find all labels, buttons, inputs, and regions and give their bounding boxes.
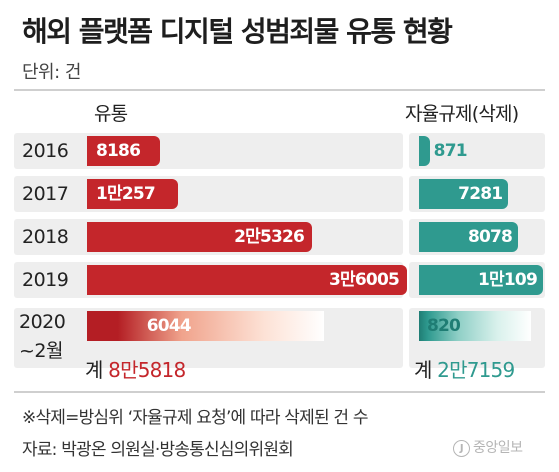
footnote: ※삭제=방심위 ‘자율규제 요청’에 따라 삭제된 건 수 [22,408,368,428]
distribution-total: 계 8만5818 [85,354,186,383]
top-divider [14,89,545,91]
year-label: 2016 [22,140,69,162]
distribution-total-value: 8만5818 [108,358,186,382]
row-background [14,133,403,169]
distribution-bar-label: 3만6005 [329,270,400,290]
distribution-total-prefix: 계 [85,358,103,382]
publisher-logo: J 중앙일보 [453,437,523,457]
distribution-bar [87,265,407,295]
unit-label: 단위: 건 [22,62,81,83]
series-header-deletion: 자율규제(삭제) [405,103,519,125]
year-label-sub: ~2월 [19,340,64,362]
publisher-logo-icon: J [453,439,470,457]
deletion-total: 계 2만7159 [414,354,515,383]
deletion-bar-label: 8078 [467,227,513,247]
source-credit: 자료: 박광온 의원실·방송통신심의위원회 [22,440,294,460]
distribution-bar [87,136,160,166]
distribution-bar [87,311,324,341]
series-header-distribution: 유통 [94,103,128,125]
bottom-divider [14,391,545,393]
chart-title: 해외 플랫폼 디지털 성범죄물 유통 현황 [22,15,453,48]
deletion-row-background [409,133,545,169]
year-label: 2017 [22,183,69,205]
year-label: 2020 [19,311,66,333]
deletion-bar-label: 7281 [458,184,503,204]
distribution-bar-label: 8186 [96,141,141,161]
distribution-bar-label: 2만5326 [234,227,305,247]
row-background [14,176,403,212]
deletion-total-value: 2만7159 [437,358,515,382]
deletion-bar [419,179,509,209]
deletion-bar [419,311,531,341]
deletion-bar [419,265,543,295]
distribution-bar [87,179,179,209]
deletion-total-prefix: 계 [414,358,432,382]
year-label: 2019 [22,269,69,291]
deletion-bar [419,222,519,252]
deletion-bar [419,136,430,166]
deletion-bar-label: 1만109 [478,270,538,290]
publisher-logo-text: 중앙일보 [473,440,523,456]
distribution-bar-label: 6044 [146,316,192,336]
distribution-bar [87,222,313,252]
deletion-bar-label: 871 [433,141,468,161]
deletion-bar-label: 820 [427,316,461,336]
distribution-bar-label: 1만257 [96,184,156,204]
year-label: 2018 [22,226,69,248]
